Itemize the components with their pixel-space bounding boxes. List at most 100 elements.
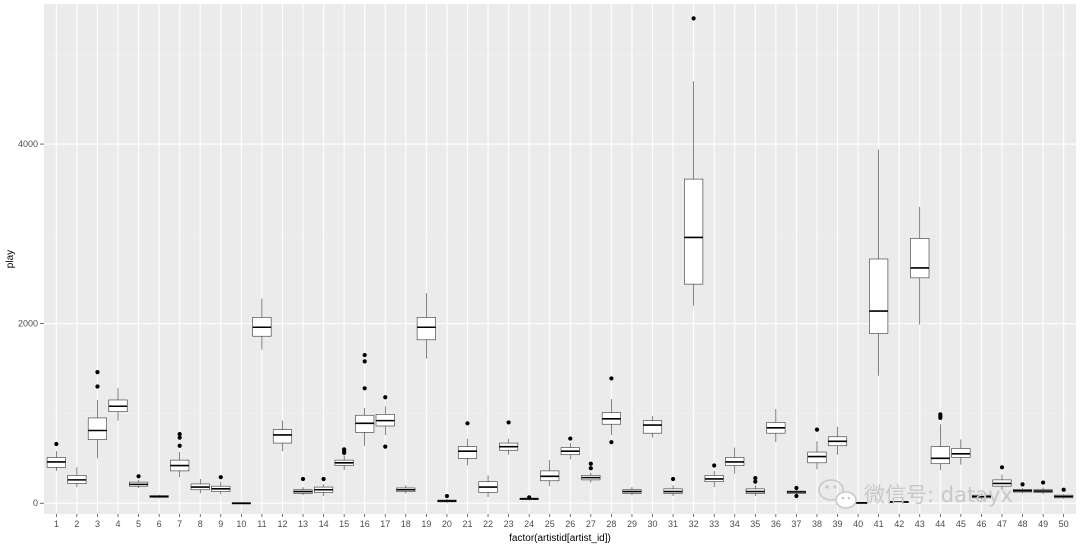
x-tick-label: 45 xyxy=(956,519,966,529)
x-tick-label: 16 xyxy=(360,519,370,529)
box-28 xyxy=(601,376,621,445)
x-tick-label: 36 xyxy=(771,519,781,529)
box-8 xyxy=(190,478,210,494)
x-tick-label: 12 xyxy=(277,519,287,529)
outlier-point xyxy=(609,376,614,381)
x-tick-label: 27 xyxy=(586,519,596,529)
box-32 xyxy=(684,16,704,306)
x-tick-label: 35 xyxy=(750,519,760,529)
box-3 xyxy=(87,370,108,459)
x-tick-label: 29 xyxy=(627,519,637,529)
box-30 xyxy=(642,416,663,438)
x-tick-label: 11 xyxy=(257,519,266,529)
outlier-point xyxy=(383,395,388,400)
x-tick-label: 14 xyxy=(319,519,329,529)
box-1 xyxy=(46,441,66,471)
box-iqr xyxy=(869,258,889,334)
x-tick-label: 20 xyxy=(442,519,452,529)
y-tick-label: 4000 xyxy=(18,139,38,149)
x-tick-label: 40 xyxy=(853,519,863,529)
box-18 xyxy=(396,485,416,494)
box-5 xyxy=(129,474,149,488)
x-tick-label: 43 xyxy=(915,519,925,529)
x-tick-label: 41 xyxy=(874,519,884,529)
box-34 xyxy=(725,447,745,474)
outlier-point xyxy=(136,474,141,479)
box-iqr xyxy=(807,451,827,464)
x-tick-label: 1 xyxy=(54,519,59,529)
x-tick-label: 8 xyxy=(198,519,203,529)
x-tick-label: 48 xyxy=(1018,519,1028,529)
box-31 xyxy=(663,476,683,497)
x-tick-label: 25 xyxy=(545,519,555,529)
box-43 xyxy=(910,206,930,325)
box-25 xyxy=(540,460,560,487)
box-45 xyxy=(951,439,971,465)
outlier-point xyxy=(1041,480,1046,485)
outlier-point xyxy=(1020,482,1025,487)
x-tick-label: 18 xyxy=(401,519,411,529)
outlier-point xyxy=(218,475,223,480)
x-tick-label: 19 xyxy=(421,519,431,529)
x-tick-label: 3 xyxy=(95,519,100,529)
x-tick-label: 5 xyxy=(136,519,141,529)
box-iqr xyxy=(642,420,663,434)
x-tick-label: 7 xyxy=(177,519,182,529)
x-tick-label: 13 xyxy=(298,519,308,529)
x-tick-label: 23 xyxy=(504,519,514,529)
outlier-point xyxy=(588,461,593,466)
x-tick-label: 34 xyxy=(730,519,740,529)
outlier-point xyxy=(177,435,182,440)
box-48 xyxy=(1012,482,1033,494)
watermark: 微信号: datayx xyxy=(818,479,1013,509)
outlier-point xyxy=(814,427,820,432)
box-2 xyxy=(67,467,87,488)
box-50 xyxy=(1054,487,1074,499)
outlier-point xyxy=(568,436,573,441)
outlier-point xyxy=(362,386,367,391)
x-tick-label: 49 xyxy=(1038,519,1048,529)
outlier-point xyxy=(383,444,388,449)
x-tick-label: 2 xyxy=(74,519,79,529)
x-tick-label: 47 xyxy=(997,519,1007,529)
x-tick-label: 9 xyxy=(218,519,223,529)
box-7 xyxy=(170,431,190,478)
box-10 xyxy=(231,502,251,505)
box-29 xyxy=(622,487,642,496)
x-tick-label: 42 xyxy=(894,519,904,529)
x-tick-label: 44 xyxy=(935,519,945,529)
box-46 xyxy=(971,493,991,500)
x-tick-label: 46 xyxy=(976,519,986,529)
box-17 xyxy=(375,395,395,449)
box-4 xyxy=(108,388,128,421)
box-16 xyxy=(355,352,375,446)
box-42 xyxy=(889,500,909,503)
box-11 xyxy=(252,298,272,350)
outlier-point xyxy=(362,352,367,358)
outlier-point xyxy=(670,476,676,482)
outlier-point xyxy=(95,370,100,375)
wechat-icon xyxy=(818,479,857,509)
y-tick-label: 2000 xyxy=(18,319,38,329)
box-iqr xyxy=(930,446,950,465)
x-tick-label: 6 xyxy=(157,519,162,529)
x-tick-label: 22 xyxy=(483,519,493,529)
x-tick-label: 37 xyxy=(791,519,801,529)
y-tick-label: 0 xyxy=(33,498,38,508)
box-24 xyxy=(519,495,539,501)
x-tick-label: 15 xyxy=(339,519,349,529)
box-14 xyxy=(314,476,334,497)
box-iqr xyxy=(87,417,108,440)
x-tick-label: 28 xyxy=(606,519,616,529)
x-tick-label: 30 xyxy=(648,519,658,529)
box-44 xyxy=(930,412,950,471)
box-6 xyxy=(149,494,169,499)
box-23 xyxy=(499,420,519,455)
box-iqr xyxy=(457,446,478,459)
outlier-point xyxy=(465,421,470,426)
outlier-point xyxy=(444,493,450,499)
x-tick-label: 24 xyxy=(524,519,534,529)
x-tick-label: 50 xyxy=(1059,519,1069,529)
y-axis-title: play xyxy=(5,250,16,268)
outlier-point xyxy=(362,359,367,364)
